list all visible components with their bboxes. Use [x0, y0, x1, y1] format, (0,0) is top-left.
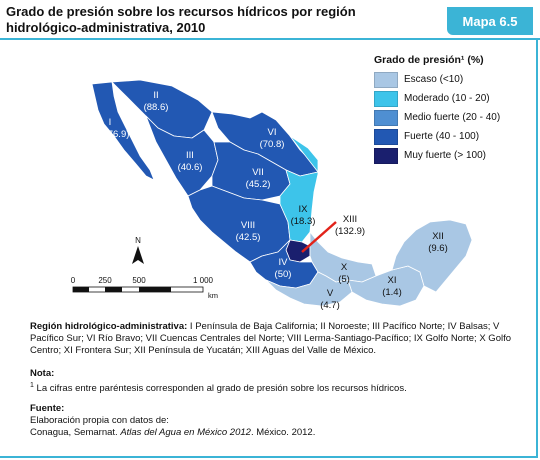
region-xiii-value: (132.9) — [335, 226, 365, 237]
legend: Grado de presión¹ (%) Escaso (<10) Moder… — [374, 54, 534, 166]
region-xii-value: (9.6) — [428, 243, 448, 254]
source-line-2: Conagua, Semarnat. Atlas del Agua en Méx… — [30, 427, 316, 438]
source-atlas-title: Atlas del Agua en México 2012 — [120, 427, 251, 438]
region-vii-id: VII — [252, 167, 264, 178]
note-block: Nota: 1 La cifras entre paréntesis corre… — [30, 368, 522, 395]
source-block: Fuente: Elaboración propia con datos de:… — [30, 403, 522, 439]
region-iv-value: (50) — [275, 269, 292, 280]
north-label: N — [135, 236, 141, 245]
region-i-value: (76.9) — [105, 129, 130, 140]
regions-heading: Región hidrológico-administrativa: — [30, 321, 188, 332]
region-ix-value: (18.3) — [291, 216, 316, 227]
region-i-shape[interactable] — [91, 81, 155, 181]
legend-item-escaso: Escaso (<10) — [374, 71, 534, 88]
scale-label-1000: 1 000 — [193, 276, 214, 285]
legend-title: Grado de presión¹ (%) — [374, 54, 484, 66]
note-text: La cifras entre paréntesis corresponden … — [33, 383, 407, 395]
regions-text: I Península de Baja California; II Noroe… — [30, 321, 512, 356]
note-marker: 1 — [30, 382, 34, 389]
scale-label-0: 0 — [71, 276, 76, 285]
region-ix-id: IX — [299, 204, 309, 215]
header-rule — [0, 38, 540, 40]
scale-bar: 0 250 500 1 000 km — [71, 276, 218, 300]
legend-label: Muy fuerte (> 100) — [404, 150, 486, 161]
legend-item-moderado: Moderado (10 - 20) — [374, 90, 534, 107]
region-v-value: (4.7) — [320, 300, 340, 311]
region-ii-id: II — [153, 90, 158, 101]
region-i-id: I — [109, 117, 112, 128]
region-xii-id: XII — [432, 231, 444, 242]
region-ii-value: (88.6) — [144, 102, 169, 113]
map-number-badge: Mapa 6.5 — [447, 7, 533, 35]
region-vii-value: (45.2) — [246, 179, 271, 190]
region-iv-id: IV — [279, 257, 289, 268]
legend-label: Moderado (10 - 20) — [404, 93, 490, 104]
region-xii-shape[interactable] — [391, 219, 473, 293]
scale-label-500: 500 — [132, 276, 146, 285]
legend-label: Escaso (<10) — [404, 74, 464, 85]
legend-item-muy-fuerte: Muy fuerte (> 100) — [374, 147, 534, 164]
legend-swatch — [374, 109, 398, 126]
region-xiii-pointer — [301, 221, 337, 253]
legend-item-medio-fuerte: Medio fuerte (20 - 40) — [374, 109, 534, 126]
region-v-id: V — [327, 288, 334, 299]
map-title: Grado de presión sobre los recursos hídr… — [6, 4, 356, 35]
region-xiii-id: XIII — [343, 214, 357, 225]
region-vi-id: VI — [268, 127, 277, 138]
legend-label: Medio fuerte (20 - 40) — [404, 112, 501, 123]
region-viii-id: VIII — [241, 220, 255, 231]
legend-swatch — [374, 128, 398, 145]
region-x-id: X — [341, 262, 348, 273]
region-iii-value: (40.6) — [178, 162, 203, 173]
regions-caption: Región hidrológico-administrativa: I Pen… — [30, 321, 522, 357]
mexico-map: I (76.9) II (88.6) III (40.6) VI (70.8) … — [71, 79, 473, 311]
legend-label: Fuerte (40 - 100) — [404, 131, 480, 142]
source-line-1: Elaboración propia con datos de: — [30, 415, 169, 426]
north-arrow: N — [132, 236, 144, 264]
legend-swatch — [374, 147, 398, 164]
figure-frame — [0, 38, 538, 458]
north-arrow-icon — [132, 246, 144, 264]
region-vi-value: (70.8) — [260, 139, 285, 150]
legend-swatch — [374, 90, 398, 107]
legend-swatch — [374, 71, 398, 88]
region-xi-value: (1.4) — [382, 287, 402, 298]
region-viii-value: (42.5) — [236, 232, 261, 243]
legend-item-fuerte: Fuerte (40 - 100) — [374, 128, 534, 145]
source-heading: Fuente: — [30, 403, 65, 414]
region-iii-id: III — [186, 150, 194, 161]
region-x-value: (5) — [338, 274, 350, 285]
scale-unit: km — [208, 291, 218, 300]
scale-label-250: 250 — [98, 276, 112, 285]
note-heading: Nota: — [30, 368, 55, 379]
region-xi-id: XI — [388, 275, 397, 286]
